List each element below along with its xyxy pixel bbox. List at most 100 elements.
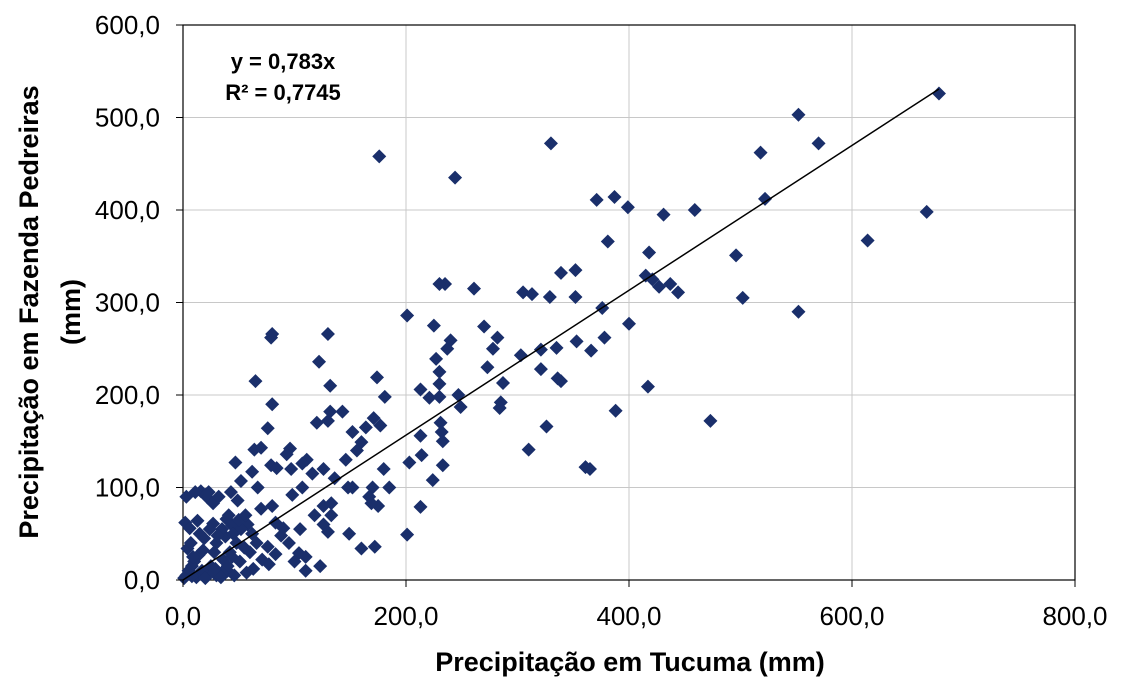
data-point <box>860 233 875 248</box>
x-tick-label: 800,0 <box>1042 601 1107 631</box>
data-point <box>354 541 369 556</box>
data-point <box>656 207 671 222</box>
data-point <box>753 145 768 160</box>
data-point <box>729 248 744 263</box>
data-point <box>524 287 539 302</box>
data-point <box>309 415 324 430</box>
data-point <box>295 480 310 495</box>
x-tick-label: 400,0 <box>596 601 661 631</box>
y-axis-title-unit: (mm) <box>56 279 86 345</box>
data-point <box>735 290 750 305</box>
data-point <box>279 447 294 462</box>
y-tick-label: 100,0 <box>95 473 160 503</box>
data-point <box>264 330 279 345</box>
data-point <box>811 136 826 151</box>
data-point <box>589 192 604 207</box>
data-point <box>342 526 357 541</box>
trendline <box>182 88 940 581</box>
equation-text: y = 0,783x <box>231 49 336 74</box>
y-tick-label: 200,0 <box>95 380 160 410</box>
data-point <box>597 330 612 345</box>
data-point <box>254 501 269 516</box>
data-point <box>671 285 686 300</box>
data-point <box>432 389 447 404</box>
data-point <box>549 340 564 355</box>
data-point <box>213 570 228 585</box>
data-point <box>569 334 584 349</box>
data-point <box>432 277 447 291</box>
data-point <box>183 536 198 550</box>
data-point <box>433 415 448 430</box>
data-point <box>320 524 335 539</box>
data-point <box>269 461 284 476</box>
data-point <box>533 362 548 377</box>
data-point <box>222 545 237 560</box>
data-point <box>210 528 225 543</box>
data-point <box>186 549 201 564</box>
data-point <box>305 466 320 481</box>
data-point <box>358 420 373 435</box>
data-point <box>402 455 417 470</box>
data-point <box>413 428 428 443</box>
data-point <box>245 464 260 479</box>
data-points <box>177 86 946 586</box>
data-point <box>376 462 391 476</box>
data-point <box>400 308 415 323</box>
data-point <box>316 462 331 476</box>
data-point <box>453 400 468 415</box>
x-tick-labels: 0,0 200,0 400,0 600,0 800,0 <box>165 580 1108 631</box>
data-point <box>367 539 382 554</box>
data-point <box>250 480 265 495</box>
data-point <box>233 474 248 489</box>
data-point <box>791 304 806 319</box>
data-point <box>425 473 440 488</box>
data-point <box>622 316 636 331</box>
data-point <box>931 86 946 101</box>
data-point <box>201 485 216 500</box>
data-point <box>480 360 495 375</box>
data-point <box>553 374 568 389</box>
data-point <box>652 279 667 294</box>
data-point <box>568 263 583 278</box>
data-point <box>414 448 429 463</box>
data-point <box>188 485 203 500</box>
data-point <box>620 200 635 215</box>
data-point <box>382 480 397 495</box>
data-point <box>703 413 718 428</box>
data-point <box>192 526 207 541</box>
data-point <box>211 489 226 504</box>
data-point <box>247 442 262 457</box>
data-point <box>298 563 313 578</box>
data-point <box>553 265 568 280</box>
data-point <box>640 379 655 394</box>
data-point <box>246 561 261 576</box>
data-point <box>281 536 296 550</box>
data-point <box>260 421 275 436</box>
data-point <box>400 527 415 542</box>
data-point <box>638 268 653 283</box>
data-point <box>422 390 437 405</box>
r-squared-text: R² = 0,7745 <box>225 80 341 105</box>
data-point <box>316 499 331 513</box>
data-point <box>663 277 678 291</box>
data-point <box>323 378 338 393</box>
data-point <box>227 568 242 583</box>
data-point <box>324 508 339 523</box>
data-point <box>190 513 205 528</box>
data-point <box>312 354 327 369</box>
data-point <box>642 245 657 260</box>
data-point <box>377 389 392 404</box>
y-tick-label: 400,0 <box>95 195 160 225</box>
data-point <box>543 136 558 151</box>
data-point <box>477 319 492 334</box>
data-point <box>467 281 482 296</box>
data-point <box>232 554 247 569</box>
data-point <box>196 543 211 558</box>
data-point <box>323 404 338 419</box>
data-point <box>521 442 536 457</box>
x-tick-label: 600,0 <box>819 601 884 631</box>
data-point <box>265 499 280 513</box>
data-point <box>791 107 806 122</box>
data-point <box>582 462 597 476</box>
